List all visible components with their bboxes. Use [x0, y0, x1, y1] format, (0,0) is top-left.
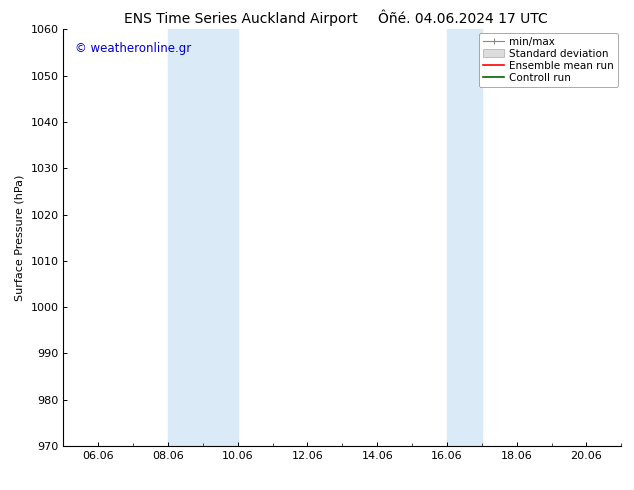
Text: Ôñé. 04.06.2024 17 UTC: Ôñé. 04.06.2024 17 UTC — [378, 12, 548, 26]
Text: © weatheronline.gr: © weatheronline.gr — [75, 42, 191, 55]
Bar — [447, 29, 482, 446]
Y-axis label: Surface Pressure (hPa): Surface Pressure (hPa) — [15, 174, 25, 301]
Legend: min/max, Standard deviation, Ensemble mean run, Controll run: min/max, Standard deviation, Ensemble me… — [479, 32, 618, 87]
Bar — [168, 29, 238, 446]
Text: ENS Time Series Auckland Airport: ENS Time Series Auckland Airport — [124, 12, 358, 26]
